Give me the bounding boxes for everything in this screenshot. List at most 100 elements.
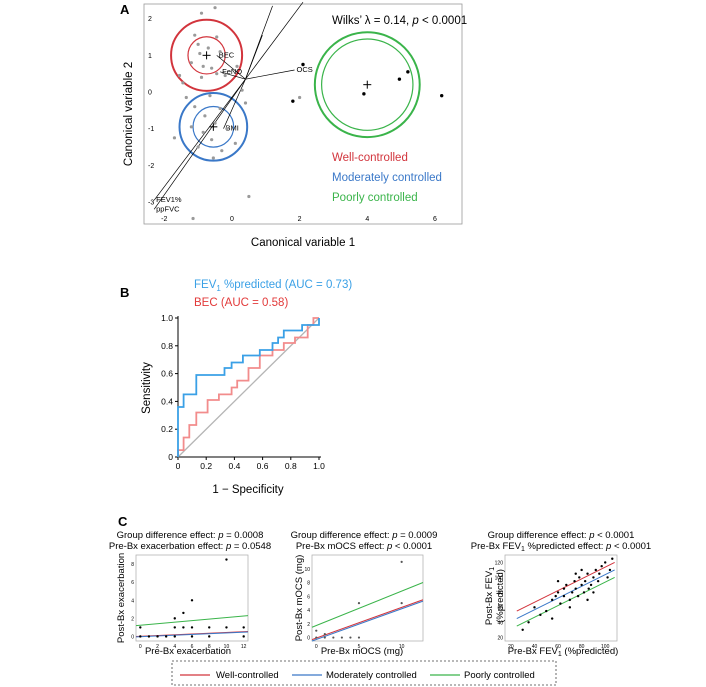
sample-point <box>357 602 361 605</box>
legend-moderately-controlled: Moderately controlled <box>332 172 442 184</box>
loading-vector <box>216 55 246 80</box>
mocs-x-label: Pre-Bx mOCS (mg) <box>321 646 403 657</box>
sample-point <box>139 626 142 629</box>
sample-point <box>243 101 248 105</box>
loading-vector-label: FEV1% <box>156 195 182 204</box>
canonical-y-tick: 2 <box>148 16 152 23</box>
roc-y-label: Sensitivity <box>141 362 153 414</box>
x-tick: 100 <box>601 644 610 650</box>
x-tick: 10 <box>399 644 405 650</box>
sample-point <box>315 629 318 632</box>
roc-plot: FEV1 %predicted (AUC = 0.73) BEC (AUC = … <box>141 279 352 496</box>
mocs-title-line2: Pre-Bx mOCS effect: p < 0.0001 <box>296 541 432 552</box>
sample-point <box>568 606 572 609</box>
sample-point <box>332 636 335 639</box>
canonical-x-tick: 0 <box>230 216 234 223</box>
loading-vector-label: ppFVC <box>156 204 180 213</box>
sample-point <box>164 635 168 638</box>
sample-point <box>521 628 524 631</box>
sample-point <box>559 602 562 605</box>
sample-point <box>201 130 205 134</box>
y-tick: 6 <box>131 580 134 586</box>
loading-vector-label: FeNO <box>222 67 242 76</box>
panel-letter-c: C <box>118 514 128 529</box>
sample-point <box>573 579 576 583</box>
sample-point <box>193 33 197 37</box>
roc-curve <box>177 317 319 457</box>
fev1-x-label: Pre-Bx FEV1 (%predicted) <box>508 646 619 658</box>
loading-vector <box>245 69 295 80</box>
sample-point <box>604 561 607 564</box>
sample-point <box>580 568 583 572</box>
x-tick: 60 <box>555 644 561 650</box>
sample-point <box>208 94 212 98</box>
y-tick: 6 <box>307 594 310 600</box>
sample-point <box>201 64 205 68</box>
roc-x-tick: 0.4 <box>228 461 240 471</box>
regression-line <box>311 599 424 641</box>
x-tick: 0 <box>139 644 142 650</box>
roc-x-tick: 0.2 <box>200 461 212 471</box>
canonical-y-tick: -3 <box>148 200 154 207</box>
loading-vector-label: OCS <box>297 65 313 74</box>
sample-point <box>556 579 560 583</box>
sample-point <box>210 138 214 142</box>
x-tick: 2 <box>156 644 159 650</box>
mocs-title: Group difference effect: p = 0.0009 Pre-… <box>291 530 438 552</box>
sample-point <box>556 591 560 594</box>
x-tick: 4 <box>173 644 176 650</box>
regression-line <box>516 562 615 612</box>
sample-point <box>198 51 202 56</box>
regression-line <box>516 569 615 620</box>
sample-point <box>582 591 586 594</box>
sample-point <box>550 617 554 620</box>
canonical-x-tick: -2 <box>161 216 167 223</box>
sample-point <box>139 635 142 638</box>
y-tick: 60 <box>497 605 503 611</box>
roc-x-tick: 0.8 <box>285 461 297 471</box>
mocs-plot: 0 5 10 0 2 4 6 8 10 <box>304 554 424 650</box>
sample-point <box>199 11 204 15</box>
sample-point <box>189 61 193 65</box>
sample-point <box>156 635 159 638</box>
canonical-y-tick: 0 <box>148 90 152 97</box>
sample-point <box>583 579 587 583</box>
sample-point <box>550 598 554 602</box>
bottom-legend-label-poor: Poorly controlled <box>464 670 535 681</box>
loading-vector <box>220 71 246 80</box>
exacerbation-plot: 0 2 4 6 8 10 12 0 2 4 6 8 <box>131 554 249 650</box>
x-tick: 12 <box>241 644 247 650</box>
sample-point <box>301 62 305 67</box>
sample-point <box>400 560 403 563</box>
sample-point <box>571 591 574 594</box>
x-tick: 6 <box>191 644 194 650</box>
roc-y-tick: 1.0 <box>161 313 173 323</box>
sample-point <box>596 579 600 583</box>
sample-point <box>225 127 229 131</box>
sample-point <box>539 613 542 617</box>
y-tick: 4 <box>131 598 134 604</box>
sample-point <box>218 106 222 111</box>
sample-point <box>440 93 444 98</box>
sample-point <box>291 99 295 103</box>
regression-line <box>311 582 424 628</box>
canonical-x-tick: 2 <box>298 216 302 223</box>
exacerbation-title-line1: Group difference effect: p = 0.0008 <box>117 530 264 541</box>
sample-point <box>233 141 237 145</box>
sample-point <box>562 587 566 590</box>
fev1-y-label: Post-Bx FEV1 (%predicted) <box>484 567 506 625</box>
sample-point <box>208 635 211 638</box>
sample-point <box>190 635 194 638</box>
sample-point <box>574 572 577 575</box>
bottom-legend: Well-controlled Moderately controlled Po… <box>171 660 557 686</box>
loading-vector-label: BEC <box>219 50 235 59</box>
sample-point <box>199 75 204 79</box>
sample-point <box>220 149 224 153</box>
sample-point <box>173 626 176 629</box>
roc-y-tick: 0 <box>168 452 173 462</box>
legend-poorly-controlled: Poorly controlled <box>332 192 418 204</box>
sample-point <box>218 50 222 54</box>
canonical-x-label: Canonical variable 1 <box>251 237 355 249</box>
